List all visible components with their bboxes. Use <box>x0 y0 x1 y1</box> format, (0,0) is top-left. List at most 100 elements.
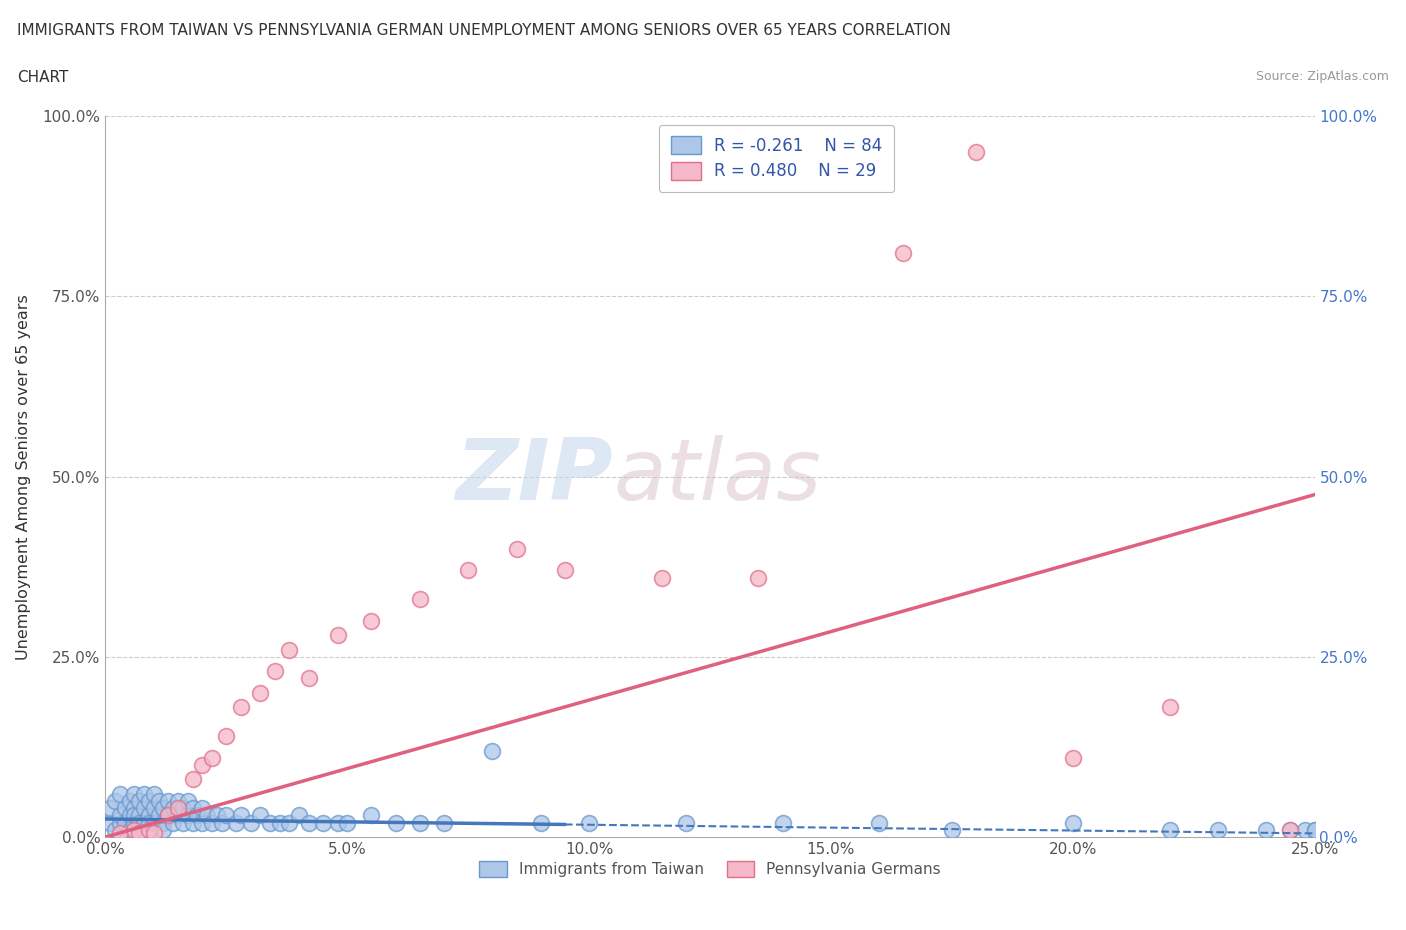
Point <box>104 822 127 837</box>
Point <box>108 826 131 841</box>
Point <box>1303 822 1326 837</box>
Point <box>263 664 285 679</box>
Point <box>578 815 600 830</box>
Point <box>269 815 291 830</box>
Point <box>124 815 146 830</box>
Point <box>162 815 184 830</box>
Point <box>481 743 503 758</box>
Point <box>1279 822 1302 837</box>
Point <box>138 815 160 830</box>
Point <box>651 570 673 585</box>
Point <box>157 808 180 823</box>
Point <box>278 815 301 830</box>
Point <box>893 246 915 260</box>
Point <box>134 801 156 816</box>
Point <box>1062 751 1084 765</box>
Point <box>409 591 432 606</box>
Point <box>114 801 136 816</box>
Point <box>148 808 170 823</box>
Point <box>98 801 121 816</box>
Point <box>167 793 190 808</box>
Point <box>384 815 406 830</box>
Point <box>201 815 224 830</box>
Point <box>225 815 247 830</box>
Point <box>181 772 204 787</box>
Point <box>675 815 697 830</box>
Point <box>108 787 131 802</box>
Point <box>172 801 194 816</box>
Point <box>191 801 214 816</box>
Point <box>1256 822 1278 837</box>
Point <box>108 815 131 830</box>
Point <box>124 787 146 802</box>
Point <box>747 570 769 585</box>
Text: ZIP: ZIP <box>456 435 613 518</box>
Point <box>176 808 198 823</box>
Point <box>172 815 194 830</box>
Y-axis label: Unemployment Among Seniors over 65 years: Unemployment Among Seniors over 65 years <box>17 294 31 659</box>
Point <box>278 642 301 657</box>
Point <box>134 787 156 802</box>
Point <box>965 145 987 160</box>
Point <box>114 815 136 830</box>
Point <box>191 757 214 772</box>
Point <box>138 793 160 808</box>
Point <box>128 815 150 830</box>
Point <box>128 826 150 841</box>
Point <box>229 700 252 715</box>
Point <box>186 808 208 823</box>
Point <box>138 822 160 837</box>
Point <box>326 628 349 643</box>
Point <box>181 815 204 830</box>
Point <box>530 815 553 830</box>
Point <box>360 614 382 629</box>
Point <box>201 751 224 765</box>
Point <box>1159 700 1181 715</box>
Point <box>124 808 146 823</box>
Point <box>138 808 160 823</box>
Point <box>157 808 180 823</box>
Point <box>249 685 271 700</box>
Point <box>152 801 174 816</box>
Point <box>162 801 184 816</box>
Point <box>249 808 271 823</box>
Point <box>288 808 311 823</box>
Point <box>98 815 121 830</box>
Point <box>104 793 127 808</box>
Point <box>239 815 262 830</box>
Point <box>297 815 319 830</box>
Point <box>772 815 794 830</box>
Point <box>1279 822 1302 837</box>
Point <box>326 815 349 830</box>
Point <box>157 793 180 808</box>
Point <box>1294 822 1316 837</box>
Point <box>134 815 156 830</box>
Text: IMMIGRANTS FROM TAIWAN VS PENNSYLVANIA GERMAN UNEMPLOYMENT AMONG SENIORS OVER 65: IMMIGRANTS FROM TAIWAN VS PENNSYLVANIA G… <box>17 23 950 38</box>
Point <box>457 563 479 578</box>
Point <box>215 808 238 823</box>
Point <box>211 815 233 830</box>
Point <box>148 793 170 808</box>
Text: Source: ZipAtlas.com: Source: ZipAtlas.com <box>1256 70 1389 83</box>
Point <box>118 808 141 823</box>
Point <box>118 822 141 837</box>
Point <box>176 793 198 808</box>
Point <box>554 563 576 578</box>
Point <box>181 801 204 816</box>
Point <box>142 815 165 830</box>
Point <box>1206 822 1229 837</box>
Point <box>191 815 214 830</box>
Point <box>108 808 131 823</box>
Point <box>128 808 150 823</box>
Text: CHART: CHART <box>17 70 69 85</box>
Point <box>1303 822 1326 837</box>
Point <box>152 822 174 837</box>
Point <box>205 808 228 823</box>
Point <box>167 801 190 816</box>
Point <box>142 787 165 802</box>
Point <box>124 822 146 837</box>
Point <box>433 815 456 830</box>
Point <box>142 826 165 841</box>
Point <box>336 815 359 830</box>
Text: atlas: atlas <box>613 435 821 518</box>
